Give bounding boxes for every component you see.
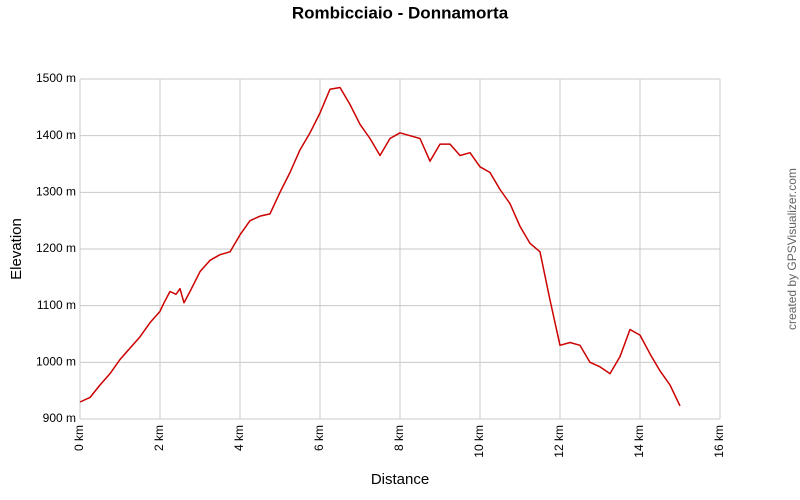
y-tick-label: 1200 m xyxy=(36,241,76,255)
x-tick-label: 0 km xyxy=(72,425,86,451)
y-tick-label: 900 m xyxy=(43,411,76,425)
x-tick-label: 4 km xyxy=(232,425,246,451)
x-tick-label: 8 km xyxy=(392,425,406,451)
x-axis-label: Distance xyxy=(371,471,429,488)
x-tick-label: 14 km xyxy=(632,425,646,458)
x-tick-label: 12 km xyxy=(552,425,566,458)
chart-title: Rombicciaio - Donnamorta xyxy=(292,3,509,22)
x-tick-label: 2 km xyxy=(152,425,166,451)
x-tick-label: 16 km xyxy=(712,425,726,458)
x-tick-label: 10 km xyxy=(472,425,486,458)
x-tick-label: 6 km xyxy=(312,425,326,451)
y-tick-label: 1000 m xyxy=(36,355,76,369)
elevation-line xyxy=(79,86,681,407)
y-tick-label: 1400 m xyxy=(36,128,76,142)
y-tick-label: 1100 m xyxy=(37,298,76,312)
y-tick-label: 1500 m xyxy=(36,71,76,85)
y-axis-label: Elevation xyxy=(8,218,25,280)
y-tick-label: 1300 m xyxy=(36,185,76,199)
credit: created by GPSVisualizer.com xyxy=(785,168,799,330)
